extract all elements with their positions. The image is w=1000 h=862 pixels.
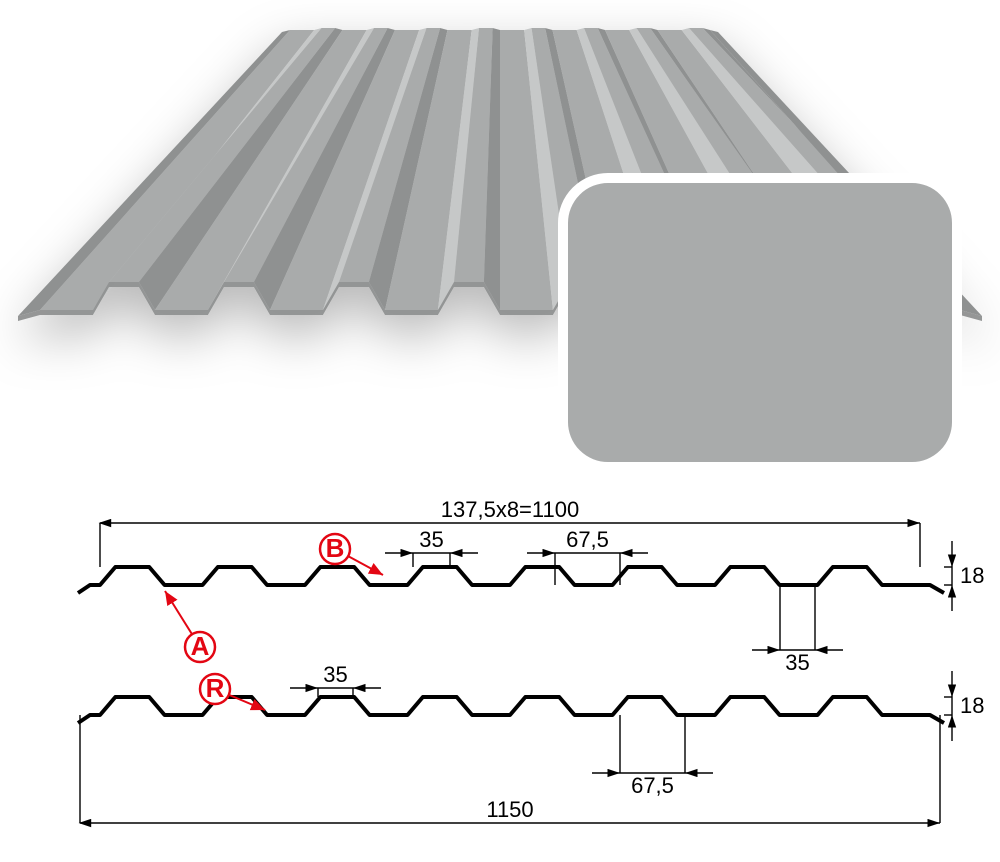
dimension-label: 18 <box>960 693 984 718</box>
marker-R: R <box>206 673 225 703</box>
dimension-label: 18 <box>960 563 984 588</box>
marker-B: B <box>326 533 345 563</box>
figure-canvas: 137,5x8=1100 1150 35 67,5 35 35 67,5 18 18 B AR <box>0 0 1000 862</box>
dimension-label: 137,5x8=1100 <box>441 497 579 522</box>
profile-top <box>78 567 944 593</box>
technical-drawing: 137,5x8=1100 1150 35 67,5 35 35 67,5 18 18 B AR <box>78 497 984 823</box>
color-swatch <box>560 175 960 470</box>
dimension-label: 67,5 <box>566 527 609 552</box>
dimension-label: 35 <box>785 650 809 675</box>
marker-A: A <box>191 631 210 661</box>
dimension-label: 1150 <box>486 797 533 822</box>
dimension-label: 67,5 <box>631 773 674 798</box>
dimension-label: 35 <box>323 662 347 687</box>
dimension-label: 35 <box>419 527 443 552</box>
